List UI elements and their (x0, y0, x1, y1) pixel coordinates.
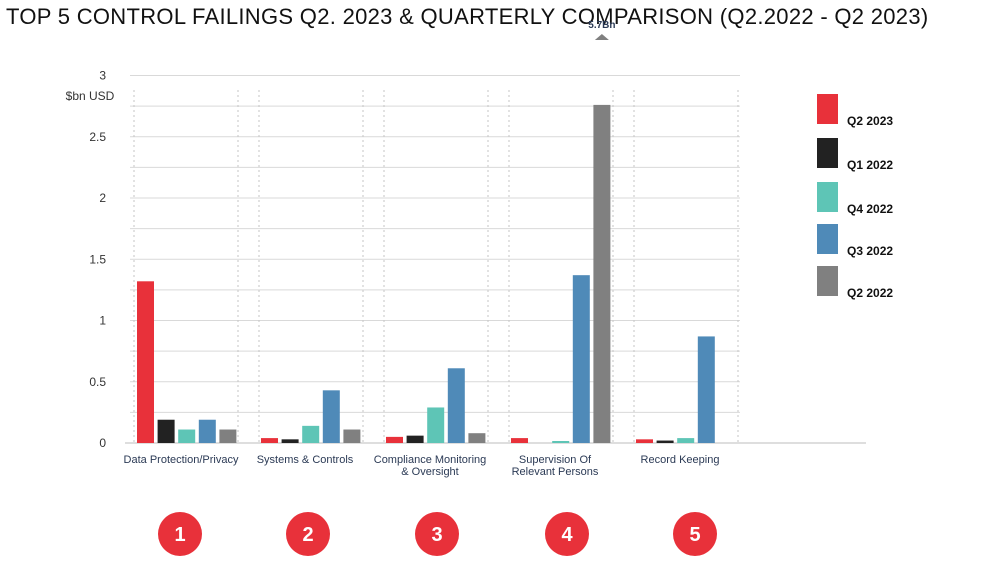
rank-badge (673, 512, 717, 556)
bar-q2-2022 (219, 429, 237, 443)
y-tick-label: 1 (99, 314, 106, 328)
y-axis-unit-label: $bn USD (66, 89, 115, 103)
bar-q3-2022 (447, 368, 465, 443)
category-label: Record Keeping (641, 454, 720, 466)
legend-label: Q2 2023 (847, 114, 893, 128)
y-tick-label: 0.5 (89, 375, 106, 389)
legend-swatch (817, 224, 838, 254)
bar-q2-2023 (636, 439, 653, 443)
y-tick-label: 0 (99, 436, 106, 450)
category-label: Supervision Of (519, 454, 592, 466)
bar-q3-2022 (322, 390, 340, 443)
rank-number: 3 (431, 524, 442, 546)
bar-q4-2022 (178, 429, 196, 443)
chart-title: TOP 5 CONTROL FAILINGS Q2. 2023 & QUARTE… (6, 4, 929, 29)
legend-label: Q2 2022 (847, 286, 893, 300)
bar-q4-2022 (677, 438, 695, 443)
bar-q4-2022 (302, 425, 320, 443)
bar-q2-2023 (511, 438, 528, 443)
rank-badge (545, 512, 589, 556)
bar-q2-2023 (137, 281, 154, 443)
category-label: Data Protection/Privacy (124, 454, 239, 466)
category-label: Systems & Controls (257, 454, 354, 466)
bar-q1-2022 (157, 419, 175, 443)
y-tick-label: 2.5 (89, 130, 106, 144)
y-tick-label: 3 (99, 69, 106, 83)
legend-label: Q3 2022 (847, 244, 893, 258)
category-label: Compliance Monitoring (374, 454, 487, 466)
y-tick-label: 1.5 (89, 252, 106, 266)
bar-q1-2022 (656, 440, 674, 443)
bar-q2-2022 (593, 104, 611, 444)
rank-badge (415, 512, 459, 556)
bar-q2-2023 (261, 438, 278, 443)
legend-swatch (817, 138, 838, 168)
legend-swatch (817, 182, 838, 212)
rank-number: 5 (689, 524, 700, 546)
bar-q2-2023 (386, 436, 403, 443)
legend-label: Q1 2022 (847, 158, 893, 172)
truncation-arrow (594, 33, 609, 40)
bar-annotation: 5.7Bn (588, 20, 615, 31)
y-tick-label: 2 (99, 191, 106, 205)
legend-swatch (817, 94, 838, 124)
category-label: Relevant Persons (512, 466, 599, 478)
legend-swatch (817, 266, 838, 296)
rank-number: 4 (561, 524, 573, 546)
bar-q3-2022 (697, 336, 715, 443)
bar-q1-2022 (406, 435, 424, 443)
bar-q1-2022 (281, 439, 299, 443)
rank-badge (158, 512, 202, 556)
bar-q4-2022 (552, 441, 570, 443)
bar-q3-2022 (572, 275, 590, 443)
bar-q2-2022 (468, 433, 486, 443)
rank-badge (286, 512, 330, 556)
rank-number: 1 (174, 524, 185, 546)
rank-number: 2 (302, 524, 313, 546)
bar-q3-2022 (198, 419, 216, 443)
category-label: & Oversight (401, 466, 458, 478)
legend-label: Q4 2022 (847, 202, 893, 216)
bar-q4-2022 (427, 407, 445, 443)
bar-q2-2022 (343, 429, 361, 443)
